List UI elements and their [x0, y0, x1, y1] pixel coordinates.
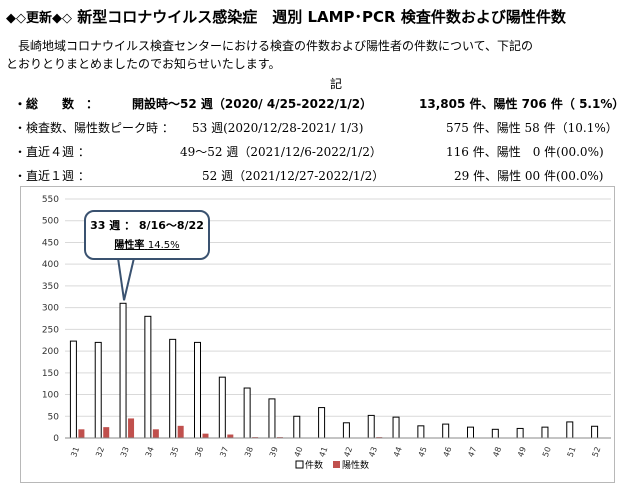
x-tick-label: 41: [318, 446, 330, 459]
bar-positive: [177, 425, 184, 438]
bar-tests: [491, 428, 499, 439]
y-tick-label: 50: [48, 412, 60, 422]
summary-period: 52 週（2021/12/27-2022/1/2）: [202, 169, 385, 183]
bar-positive: [128, 418, 135, 438]
bar-tests: [318, 407, 326, 439]
x-tick-label: 32: [94, 446, 106, 459]
bar-tests: [467, 426, 474, 439]
y-tick-label: 300: [42, 304, 59, 314]
ki-label: 記: [330, 77, 343, 91]
summary-row-last1: ・直近１週 ： 52 週（2021/12/27-2022/1/2） 29 件、陽…: [14, 167, 634, 187]
x-tick-label: 39: [268, 446, 280, 459]
x-tick-label: 33: [119, 446, 131, 459]
bar-tests: [342, 422, 350, 439]
x-tick-label: 45: [417, 446, 429, 459]
x-tick-label: 46: [442, 446, 454, 459]
bar-tests: [293, 415, 301, 439]
bar-positive: [103, 427, 110, 438]
x-tick-label: 31: [69, 446, 81, 459]
legend-swatch-tests: [295, 460, 304, 469]
y-tick-label: 200: [42, 347, 59, 357]
intro-text: 長崎地域コロナウイルス検査センターにおける検査の件数および陽性者の件数について、…: [6, 37, 632, 73]
summary-row-peak: ・検査数、陽性数ピーク時 ： 53 週(2020/12/28-2021/ 1/3…: [14, 119, 634, 139]
bar-tests: [94, 341, 102, 439]
summary-result: 29 件、陽性 00 件(00.0%): [454, 169, 604, 183]
x-tick-label: 48: [491, 446, 503, 459]
callout-rate: 陽性率 14.5%: [86, 236, 208, 251]
summary-label: ・直近１週 ：: [14, 169, 90, 183]
bar-positive: [227, 434, 234, 438]
x-tick-label: 52: [591, 446, 603, 459]
callout-rate-value: 14.5%: [147, 240, 180, 251]
title-text: 新型コロナウイルス感染症 週別 LAMP･PCR 検査件数および陽性件数: [77, 8, 566, 26]
y-tick-label: 150: [42, 369, 59, 379]
summary-label: ・検査数、陽性数ピーク時 ：: [14, 121, 174, 135]
callout-rate-label: 陽性率: [114, 240, 145, 251]
y-tick-label: 350: [42, 282, 59, 292]
bar-tests: [268, 398, 276, 439]
summary-row-last4: ・直近４週 ： 49～52 週（2021/12/6-2022/1/2） 116 …: [14, 143, 634, 163]
summary-result: 575 件、陽性 58 件（10.1%）: [446, 121, 618, 135]
x-tick-label: 40: [293, 446, 305, 459]
peak-callout: 33 週 ： 8/16～8/22 陽性率 14.5%: [84, 210, 210, 260]
summary-result: 116 件、陽性 0 件(00.0%): [446, 145, 604, 159]
x-tick-label: 51: [566, 446, 578, 459]
summary-period: 開設時～52 週（2020/ 4/25-2022/1/2）: [132, 97, 373, 111]
x-tick-label: 50: [541, 446, 553, 459]
callout-week: 33 週 ： 8/16～8/22: [90, 219, 204, 232]
summary-period: 49～52 週（2021/12/6-2022/1/2）: [180, 145, 382, 159]
x-tick-label: 38: [243, 446, 255, 459]
y-tick-label: 250: [42, 325, 59, 335]
legend-label-positive: 陽性数: [342, 459, 369, 471]
y-tick-label: 0: [53, 434, 59, 444]
bar-positive: [78, 429, 85, 438]
y-tick-label: 550: [42, 195, 59, 205]
update-mark: ◆◇更新◆◇: [6, 11, 72, 26]
bar-tests: [194, 341, 201, 439]
x-tick-label: 37: [218, 446, 230, 459]
y-tick-label: 450: [42, 238, 59, 248]
summary-label: ・直近４週 ：: [14, 145, 90, 159]
summary-label: ・総 数 ：: [14, 97, 99, 111]
bar-tests: [566, 421, 574, 439]
page-title: ◆◇更新◆◇ 新型コロナウイルス感染症 週別 LAMP･PCR 検査件数および陽…: [6, 6, 632, 27]
x-tick-label: 47: [466, 446, 478, 459]
bar-tests: [69, 340, 77, 439]
x-tick-label: 34: [144, 446, 156, 459]
bar-positive: [152, 429, 159, 438]
intro-line-2: とおりとりまとめましたのでお知らせいたします。: [6, 57, 281, 71]
x-tick-label: 49: [516, 446, 528, 459]
y-tick-label: 400: [42, 260, 59, 270]
x-tick-label: 35: [169, 446, 181, 459]
bar-tests: [218, 376, 226, 439]
intro-line-1: 長崎地域コロナウイルス検査センターにおける検査の件数および陽性者の件数について、…: [18, 39, 534, 53]
bar-tests: [169, 338, 177, 439]
bar-tests: [541, 426, 549, 439]
x-tick-label: 44: [392, 446, 404, 459]
bar-tests: [144, 315, 152, 439]
summary-result: 13,805 件、陽性 706 件（ 5.1%）: [419, 97, 625, 111]
x-tick-label: 42: [342, 446, 354, 459]
y-tick-label: 500: [42, 217, 59, 227]
legend-swatch-positive: [333, 461, 340, 468]
legend-label-tests: 件数: [305, 459, 323, 471]
callout-pointer: [116, 257, 136, 301]
bar-tests: [417, 425, 425, 439]
bar-tests: [392, 416, 400, 439]
summary-row-total: ・総 数 ： 開設時～52 週（2020/ 4/25-2022/1/2） 13,…: [14, 95, 634, 115]
bar-tests: [367, 414, 375, 439]
bar-tests: [591, 425, 599, 439]
bar-positive: [202, 433, 209, 438]
bar-tests: [119, 302, 127, 439]
bar-tests: [516, 427, 524, 439]
summary-period: 53 週(2020/12/28-2021/ 1/3): [192, 121, 364, 135]
x-tick-label: 43: [367, 446, 379, 459]
bar-tests: [442, 423, 450, 439]
bar-tests: [243, 387, 251, 439]
x-tick-label: 36: [193, 446, 205, 459]
y-tick-label: 100: [42, 391, 59, 401]
